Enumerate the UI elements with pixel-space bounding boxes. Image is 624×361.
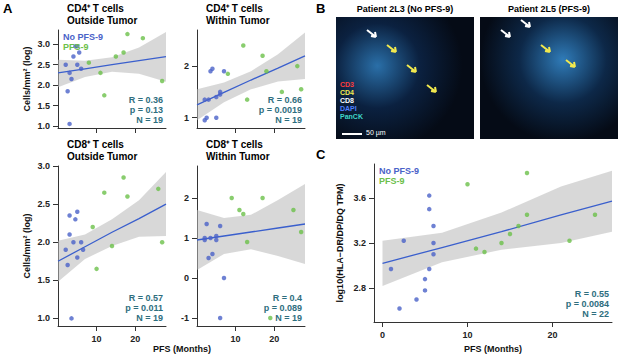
svg-text:3.0: 3.0	[37, 161, 50, 171]
svg-text:1: 1	[184, 233, 189, 243]
svg-text:2.8: 2.8	[353, 283, 366, 293]
svg-text:p = 0.011: p = 0.011	[125, 303, 163, 313]
svg-text:No PFS-9: No PFS-9	[63, 32, 103, 42]
svg-text:10: 10	[92, 334, 102, 344]
svg-text:N = 19: N = 19	[136, 313, 163, 323]
svg-text:20: 20	[269, 334, 279, 344]
svg-text:B: B	[316, 1, 325, 16]
svg-text:R = 0.55: R = 0.55	[575, 289, 609, 299]
svg-text:1: 1	[184, 113, 189, 123]
svg-text:3.6: 3.6	[353, 193, 366, 203]
html-text:DAPI: DAPI	[340, 105, 357, 112]
svg-text:10: 10	[231, 334, 241, 344]
html-text:CD8: CD8	[340, 97, 354, 104]
svg-text:10: 10	[462, 330, 472, 340]
svg-text:2: 2	[184, 193, 189, 203]
svg-text:R = 0.66: R = 0.66	[268, 95, 302, 105]
svg-text:p = 0.089: p = 0.089	[264, 303, 302, 313]
svg-text:p = 0.13: p = 0.13	[130, 105, 163, 115]
svg-text:Outside Tumor: Outside Tumor	[67, 151, 137, 162]
svg-text:PFS-9: PFS-9	[63, 42, 89, 52]
html-text:50 µm: 50 µm	[366, 129, 386, 136]
svg-text:2.0: 2.0	[37, 80, 50, 90]
svg-text:2.0: 2.0	[37, 237, 50, 247]
svg-text:3.0: 3.0	[37, 39, 50, 49]
html-text:CD4: CD4	[340, 89, 354, 96]
svg-text:2: 2	[184, 61, 189, 71]
svg-text:CD8⁺ T cells: CD8⁺ T cells	[67, 139, 124, 150]
svg-text:R = 0.57: R = 0.57	[129, 293, 163, 303]
svg-text:Within Tumor: Within Tumor	[206, 151, 270, 162]
svg-text:1.0: 1.0	[37, 313, 50, 323]
svg-text:PFS (Months): PFS (Months)	[153, 344, 211, 354]
svg-text:R = 0.4: R = 0.4	[273, 293, 302, 303]
svg-text:CD4⁺ T cells: CD4⁺ T cells	[206, 3, 263, 14]
svg-text:0: 0	[184, 273, 189, 283]
svg-text:3.2: 3.2	[353, 238, 366, 248]
svg-text:PFS (Months): PFS (Months)	[464, 344, 522, 354]
svg-text:N = 22: N = 22	[582, 309, 609, 319]
svg-text:1.0: 1.0	[37, 121, 50, 131]
svg-text:20: 20	[130, 334, 140, 344]
svg-text:CD8⁺ T cells: CD8⁺ T cells	[206, 139, 263, 150]
svg-text:N = 19: N = 19	[136, 115, 163, 125]
html-text:Patient 2L3 (No PFS-9): Patient 2L3 (No PFS-9)	[356, 4, 454, 14]
svg-text:Outside Tumor: Outside Tumor	[67, 15, 137, 26]
svg-text:Cells/mm² (log): Cells/mm² (log)	[22, 213, 32, 278]
svg-text:R = 0.36: R = 0.36	[129, 95, 163, 105]
svg-text:Cells/mm² (log): Cells/mm² (log)	[22, 46, 32, 111]
svg-text:p = 0.0084: p = 0.0084	[566, 299, 609, 309]
svg-text:Within Tumor: Within Tumor	[206, 15, 270, 26]
svg-text:20: 20	[547, 330, 557, 340]
svg-text:A: A	[3, 1, 13, 16]
svg-text:2.5: 2.5	[37, 60, 50, 70]
svg-text:CD4⁺ T cells: CD4⁺ T cells	[67, 3, 124, 14]
svg-text:-1: -1	[181, 313, 189, 323]
html-text:Patient 2L5 (PFS-9): Patient 2L5 (PFS-9)	[508, 4, 590, 14]
svg-text:2.5: 2.5	[37, 199, 50, 209]
svg-text:1.5: 1.5	[37, 275, 50, 285]
svg-text:PFS-9: PFS-9	[379, 176, 405, 186]
svg-text:log10(HLA−DR/DP/DQ TPM): log10(HLA−DR/DP/DQ TPM)	[335, 184, 345, 303]
svg-text:N = 19: N = 19	[275, 313, 302, 323]
svg-text:p = 0.0019: p = 0.0019	[259, 105, 302, 115]
svg-text:N = 19: N = 19	[275, 115, 302, 125]
svg-text:C: C	[316, 147, 326, 162]
html-text:PanCK: PanCK	[340, 113, 363, 120]
svg-text:0: 0	[380, 330, 385, 340]
svg-text:No PFS-9: No PFS-9	[379, 166, 419, 176]
html-text:CD3: CD3	[340, 81, 354, 88]
svg-text:1.5: 1.5	[37, 101, 50, 111]
